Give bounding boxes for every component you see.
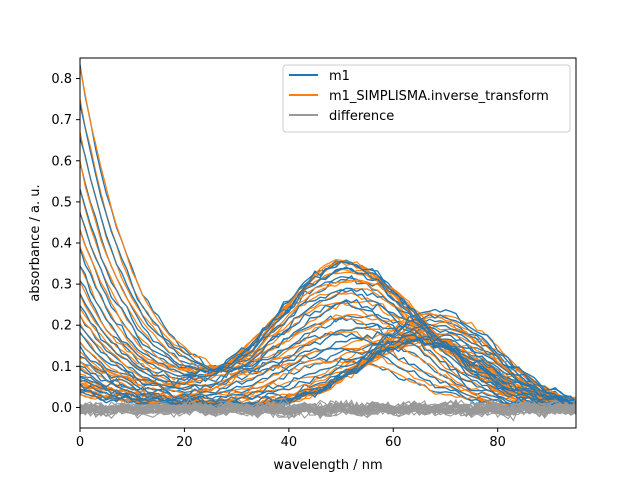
m1-spectrum-overlay [80, 331, 576, 406]
m1-spectrum-overlay [80, 266, 576, 407]
legend-label: difference [329, 109, 394, 124]
legend-label: m1_SIMPLISMA.inverse_transform [329, 89, 549, 104]
x-axis-label: wavelength / nm [273, 458, 382, 473]
x-tick-label: 80 [489, 435, 506, 450]
x-tick-label: 0 [76, 435, 84, 450]
m1-spectrum-overlay [80, 260, 576, 407]
legend-box [282, 64, 571, 133]
m1-spectrum-overlay [80, 137, 576, 409]
m1-spectrum-overlay [80, 308, 576, 409]
reconstruction-line [80, 271, 576, 405]
reconstruction-line [80, 211, 576, 408]
y-tick-label: 0.2 [51, 319, 72, 334]
x-axis: 0 20 40 60 80 [76, 428, 506, 450]
y-tick-label: 0.3 [51, 278, 72, 293]
y-tick-label: 0.1 [51, 360, 72, 375]
difference-line [80, 399, 576, 417]
x-tick-label: 60 [385, 435, 402, 450]
y-axis-label: absorbance / a. u. [28, 184, 43, 301]
reconstruction-line [80, 160, 576, 410]
y-tick-label: 0.4 [51, 237, 72, 252]
y-axis: 0.0 0.1 0.2 0.3 0.4 0.5 0.6 0.7 0.8 [51, 72, 80, 416]
x-tick-label: 20 [176, 435, 193, 450]
y-tick-label: 0.7 [51, 113, 72, 128]
m1-spectrum-overlay [80, 248, 576, 408]
y-tick-label: 0.8 [51, 72, 72, 87]
difference-line [80, 401, 576, 419]
difference-line [80, 399, 576, 418]
m1-spectrum-overlay [80, 189, 576, 409]
m1-spectrum-overlay [80, 287, 576, 407]
legend-label: m1 [329, 69, 350, 84]
y-tick-label: 0.5 [51, 195, 72, 210]
m1-spectrum-overlay [80, 299, 576, 408]
y-tick-label: 0.6 [51, 154, 72, 169]
m1-spectrum-overlay [80, 336, 576, 405]
series-lines [80, 64, 576, 422]
legend: m1 m1_SIMPLISMA.inverse_transform differen… [282, 64, 571, 133]
y-tick-label: 0.0 [51, 401, 72, 416]
x-tick-label: 40 [281, 435, 298, 450]
m1-spectrum-overlay [80, 212, 576, 409]
m1-spectrum-line [80, 162, 576, 411]
m1-spectrum-overlay [80, 323, 576, 409]
